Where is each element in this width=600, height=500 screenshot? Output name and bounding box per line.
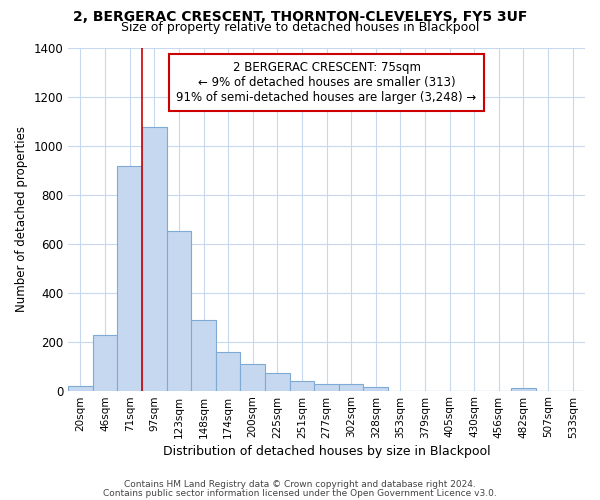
Bar <box>118 166 142 390</box>
Text: 2 BERGERAC CRESCENT: 75sqm
← 9% of detached houses are smaller (313)
91% of semi: 2 BERGERAC CRESCENT: 75sqm ← 9% of detac… <box>176 61 477 104</box>
Bar <box>314 384 339 390</box>
Bar <box>68 386 93 390</box>
Bar <box>511 388 536 390</box>
Text: Contains HM Land Registry data © Crown copyright and database right 2024.: Contains HM Land Registry data © Crown c… <box>124 480 476 489</box>
Y-axis label: Number of detached properties: Number of detached properties <box>15 126 28 312</box>
Text: Contains public sector information licensed under the Open Government Licence v3: Contains public sector information licen… <box>103 488 497 498</box>
X-axis label: Distribution of detached houses by size in Blackpool: Distribution of detached houses by size … <box>163 444 490 458</box>
Bar <box>339 384 364 390</box>
Text: Size of property relative to detached houses in Blackpool: Size of property relative to detached ho… <box>121 21 479 34</box>
Bar <box>191 320 216 390</box>
Bar <box>142 127 167 390</box>
Bar <box>265 374 290 390</box>
Bar <box>216 352 241 391</box>
Bar <box>93 336 118 390</box>
Bar <box>364 387 388 390</box>
Text: 2, BERGERAC CRESCENT, THORNTON-CLEVELEYS, FY5 3UF: 2, BERGERAC CRESCENT, THORNTON-CLEVELEYS… <box>73 10 527 24</box>
Bar <box>290 381 314 390</box>
Bar <box>167 232 191 390</box>
Bar <box>241 364 265 390</box>
